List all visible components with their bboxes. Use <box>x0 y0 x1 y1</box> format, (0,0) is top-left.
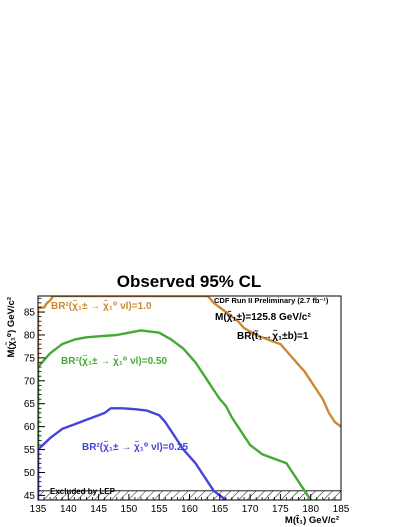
x-tick-label: 165 <box>211 504 228 515</box>
series-line-0 <box>38 296 341 500</box>
y-tick-label: 80 <box>24 330 36 341</box>
y-tick-label: 55 <box>24 445 36 456</box>
x-tick-label: 175 <box>272 504 289 515</box>
series-line-2 <box>38 407 227 500</box>
plot-frame <box>37 295 342 501</box>
x-tick-label: 180 <box>302 504 319 515</box>
y-tick-label: 50 <box>24 468 36 479</box>
series-label-0.50: BR²(χ̃₁± → χ̃₁⁰ νl)=0.50 <box>61 354 168 367</box>
x-tick-label: 155 <box>151 504 168 515</box>
annotation-branching-ratio: BR(t̃₁→χ̃₁±b)=1 <box>237 329 309 342</box>
series-label-0.25: BR²(χ̃₁± → χ̃₁⁰ νl)=0.25 <box>82 440 189 453</box>
excluded-label: Excluded by LEP <box>50 487 116 496</box>
y-tick-label: 65 <box>24 399 36 410</box>
chart-title: Observed 95% CL <box>117 272 262 291</box>
x-tick-label: 145 <box>90 504 107 515</box>
x-tick-label: 170 <box>242 504 259 515</box>
y-tick-label: 75 <box>24 353 36 364</box>
contour-curves <box>38 296 341 500</box>
y-axis-label: M(χ̃₁⁰) GeV/c² <box>5 297 17 358</box>
x-tick-label: 160 <box>181 504 198 515</box>
y-tick-label: 70 <box>24 376 36 387</box>
y-tick-label: 45 <box>24 491 36 502</box>
x-tick-label: 185 <box>333 504 350 515</box>
x-tick-label: 150 <box>121 504 138 515</box>
series-line-1 <box>38 329 312 500</box>
x-axis: 135 140 145 150 155 160 165 170 175 180 185 <box>30 494 350 515</box>
x-tick-label: 140 <box>60 504 77 515</box>
annotation-cdf: CDF Run II Preliminary (2.7 fb⁻¹) <box>214 296 329 305</box>
x-tick-label: 135 <box>30 504 47 515</box>
y-tick-label: 60 <box>24 422 36 433</box>
y-axis: 45 50 55 60 65 70 75 80 85 <box>24 297 45 502</box>
x-axis-label: M(t̃₁) GeV/c² <box>285 514 339 526</box>
series-label-1.0: BR²(χ̃₁± → χ̃₁⁰ νl)=1.0 <box>51 299 152 312</box>
y-tick-label: 85 <box>24 308 36 319</box>
annotation-chargino-mass: M(χ̃₁±)=125.8 GeV/c² <box>215 310 311 323</box>
